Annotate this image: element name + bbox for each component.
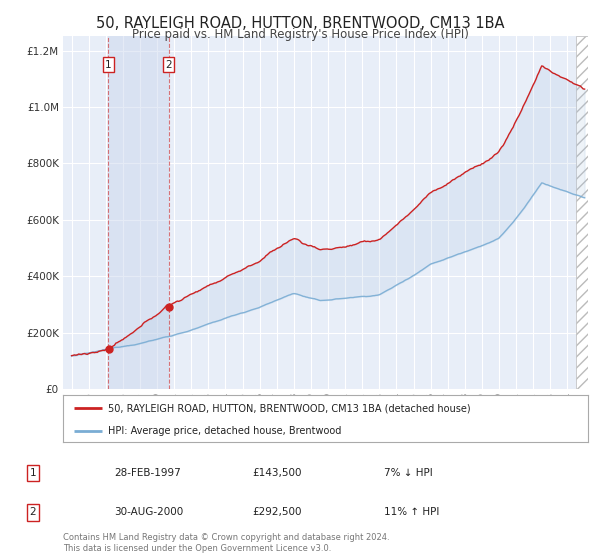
Text: 2: 2 [165,59,172,69]
Text: 50, RAYLEIGH ROAD, HUTTON, BRENTWOOD, CM13 1BA (detached house): 50, RAYLEIGH ROAD, HUTTON, BRENTWOOD, CM… [107,403,470,413]
Text: 50, RAYLEIGH ROAD, HUTTON, BRENTWOOD, CM13 1BA: 50, RAYLEIGH ROAD, HUTTON, BRENTWOOD, CM… [96,16,504,31]
Text: Price paid vs. HM Land Registry's House Price Index (HPI): Price paid vs. HM Land Registry's House … [131,28,469,41]
Text: 1: 1 [29,468,37,478]
Text: 11% ↑ HPI: 11% ↑ HPI [384,507,439,517]
Text: 28-FEB-1997: 28-FEB-1997 [114,468,181,478]
Text: 1: 1 [105,59,112,69]
Text: 2: 2 [29,507,37,517]
Text: 30-AUG-2000: 30-AUG-2000 [114,507,183,517]
Bar [109,36,169,389]
Text: £292,500: £292,500 [252,507,302,517]
Text: HPI: Average price, detached house, Brentwood: HPI: Average price, detached house, Bren… [107,426,341,436]
Text: Contains HM Land Registry data © Crown copyright and database right 2024.
This d: Contains HM Land Registry data © Crown c… [63,533,389,553]
Text: £143,500: £143,500 [252,468,302,478]
Text: 7% ↓ HPI: 7% ↓ HPI [384,468,433,478]
Bar [576,36,588,389]
